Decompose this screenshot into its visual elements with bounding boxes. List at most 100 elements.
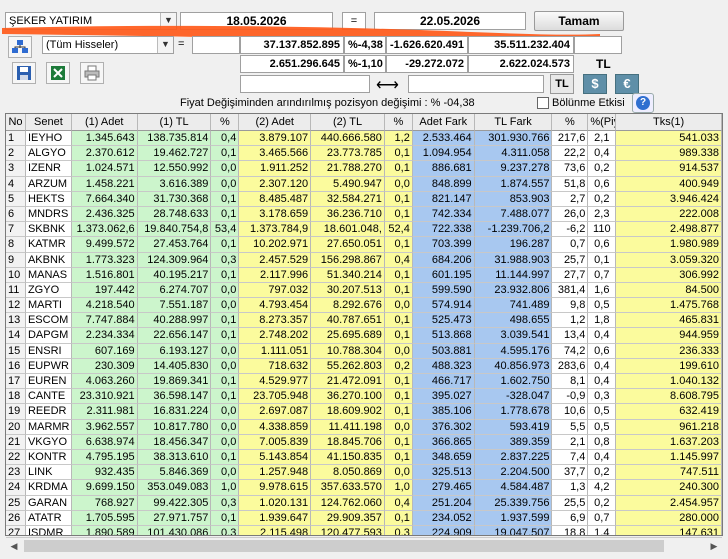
table-cell: 1.373.062,6 [71, 222, 138, 238]
table-cell: 0,4 [211, 131, 240, 147]
table-row[interactable]: 19 REEDR 2.311.981 16.831.224 0,0 2.697.087 18… [6, 404, 722, 420]
column-header[interactable]: (2) Adet [239, 114, 312, 131]
table-cell: 366.865 [412, 434, 475, 450]
currency-eur-button[interactable]: € [615, 74, 639, 94]
date-start-field[interactable]: 18.05.2026 [180, 12, 333, 30]
currency-usd-button[interactable]: $ [583, 74, 607, 94]
column-header[interactable]: (1) Adet [71, 114, 138, 131]
table-cell: 5 [6, 191, 26, 207]
column-header[interactable]: Senet [25, 114, 72, 131]
table-row[interactable]: 10 MANAS 1.516.801 40.195.217 0,1 2.117.996 51… [6, 267, 722, 283]
column-header[interactable]: % [384, 114, 413, 131]
account-select[interactable]: ŞEKER YATIRIM ▼ [5, 12, 177, 30]
stock-filter-select[interactable]: (Tüm Hisseler) ▼ [42, 36, 174, 54]
table-cell: 40.195.217 [137, 267, 212, 283]
column-header[interactable]: (1) TL [137, 114, 212, 131]
table-cell: 4.311.058 [474, 146, 553, 162]
scroll-thumb[interactable] [24, 540, 664, 552]
scroll-right-icon[interactable]: ▶ [710, 541, 718, 551]
table-row[interactable]: 5 HEKTS 7.664.340 31.730.368 0,1 8.485.487 32.… [6, 191, 722, 207]
table-row[interactable]: 18 CANTE 23.310.921 36.598.147 0,1 23.705.948… [6, 389, 722, 405]
table-cell: 1.111.051 [239, 343, 312, 359]
column-header[interactable]: %(Piy [588, 114, 617, 131]
column-header[interactable]: (2) TL [311, 114, 385, 131]
column-header[interactable]: No [6, 114, 26, 131]
table-cell: 99.422.305 [137, 495, 212, 511]
table-row[interactable]: 8 KATMR 9.499.572 27.453.764 0,1 10.202.971 27… [6, 237, 722, 253]
table-row[interactable]: 9 AKBNK 1.773.323 124.309.964 0,3 2.457.529 15… [6, 252, 722, 268]
table-row[interactable]: 14 DAPGM 2.234.334 22.656.147 0,1 2.748.202 25… [6, 328, 722, 344]
column-header[interactable]: Tks(1) [616, 114, 722, 131]
table-row[interactable]: 17 EUREN 4.063.260 19.869.341 0,1 4.529.977 21… [6, 374, 722, 390]
table-row[interactable]: 2 ALGYO 2.370.612 19.462.727 0,1 3.465.566 23.… [6, 146, 722, 162]
currency-tl-button[interactable]: TL [550, 74, 574, 94]
table-cell: 0,4 [588, 328, 617, 344]
column-header[interactable]: Adet Fark [412, 114, 475, 131]
table-cell: 2,1 [588, 131, 617, 147]
table-row[interactable]: 3 IZENR 1.024.571 12.550.992 0,0 1.911.252 21.… [6, 161, 722, 177]
table-cell: 5.846.369 [137, 465, 212, 481]
table-cell: 0,4 [384, 495, 413, 511]
table-cell: 3.039.541 [474, 328, 553, 344]
table-cell: 5,5 [552, 419, 589, 435]
blank-field-2 [574, 36, 622, 54]
table-cell: 0,6 [588, 176, 617, 192]
table-row[interactable]: 20 MARMR 3.962.557 10.817.780 0,0 4.338.859 11… [6, 419, 722, 435]
table-row[interactable]: 24 KRDMA 9.699.150 353.049.083 1,0 9.978.615 3… [6, 480, 722, 496]
table-cell: 6.274.707 [137, 282, 212, 299]
blank-field[interactable] [192, 36, 240, 54]
table-cell: 40.288.997 [137, 313, 212, 329]
column-header[interactable]: % [211, 114, 240, 131]
excel-icon[interactable] [46, 62, 70, 84]
column-header[interactable]: % [552, 114, 589, 131]
table-cell: VKGYO [25, 434, 72, 450]
stocks-icon[interactable] [8, 36, 32, 58]
table-cell: MARMR [25, 419, 72, 435]
date-end-field[interactable]: 22.05.2026 [374, 12, 526, 30]
table-row[interactable]: 1 IEYHO 1.345.643 138.735.814 0,4 3.879.107 44… [6, 131, 722, 147]
table-cell: 1.020.131 [239, 495, 312, 511]
table-cell: LINK [25, 465, 72, 481]
horizontal-scrollbar[interactable]: ◀ ▶ [6, 537, 722, 554]
column-header[interactable]: TL Fark [474, 114, 553, 131]
table-cell: 1.373.784,9 [239, 222, 312, 238]
table-row[interactable]: 7 SKBNK 1.373.062,6 19.840.754,8 53,4 1.373.7… [6, 222, 722, 238]
table-cell: 138.735.814 [137, 131, 212, 147]
table-row[interactable]: 22 KONTR 4.795.195 38.313.610 0,1 5.143.854 41… [6, 449, 722, 466]
table-row[interactable]: 6 MNDRS 2.436.325 28.748.633 0,1 3.178.659 36.… [6, 206, 722, 223]
table-row[interactable]: 27 ISDMR 1.890.589 101.430.086 0,3 2.115.498 1… [6, 525, 722, 535]
table-cell: 236.333 [616, 343, 722, 359]
range-start-field[interactable] [240, 75, 370, 93]
ok-button[interactable]: Tamam [534, 11, 624, 31]
table-cell: 4.338.859 [239, 419, 312, 435]
table-row[interactable]: 12 MARTI 4.218.540 7.551.187 0,0 4.793.454 8.2… [6, 298, 722, 314]
table-row[interactable]: 16 EUPWR 230.309 14.405.830 0,0 718.632 55.262… [6, 358, 722, 374]
table-row[interactable]: 23 LINK 932.435 5.846.369 0,0 1.257.948 8.050.… [6, 465, 722, 481]
table-cell: 36.598.147 [137, 389, 212, 405]
positions-table[interactable]: No Senet (1) Adet (1) TL% (2) Adet (2) TL% Ade… [5, 113, 723, 536]
chevron-down-icon[interactable]: ▼ [157, 37, 173, 53]
table-cell: DAPGM [25, 328, 72, 344]
print-icon[interactable] [80, 62, 104, 84]
table-row[interactable]: 15 ENSRI 607.169 6.193.127 0,0 1.111.051 10.78… [6, 343, 722, 359]
save-icon[interactable] [12, 62, 36, 84]
chevron-down-icon[interactable]: ▼ [160, 13, 176, 29]
table-row[interactable]: 13 ESCOM 7.747.884 40.288.997 0,1 8.273.357 40… [6, 313, 722, 329]
table-cell: 1.602.750 [474, 374, 553, 390]
table-cell: 353.049.083 [137, 480, 212, 496]
table-row[interactable]: 11 ZGYO 197.442 6.274.707 0,0 797.032 30.207.5… [6, 282, 722, 299]
table-cell: 0,1 [384, 267, 413, 283]
range-end-field[interactable] [408, 75, 544, 93]
table-row[interactable]: 21 VKGYO 6.638.974 18.456.347 0,0 7.005.839 18… [6, 434, 722, 450]
help-icon[interactable]: ? [632, 93, 654, 113]
table-cell: 9,8 [552, 298, 589, 314]
table-row[interactable]: 4 ARZUM 1.458.221 3.616.389 0,0 2.307.120 5.49… [6, 176, 722, 192]
table-body: 1 IEYHO 1.345.643 138.735.814 0,4 3.879.107 44… [6, 131, 722, 535]
sum1-fark: 35.511.232.404 [468, 36, 574, 54]
table-row[interactable]: 25 GARAN 768.927 99.422.305 0,3 1.020.131 124.… [6, 495, 722, 511]
table-row[interactable]: 26 ATATR 1.705.595 27.971.757 0,1 1.939.647 29… [6, 510, 722, 526]
table-cell: 599.590 [412, 282, 475, 299]
scroll-left-icon[interactable]: ◀ [10, 541, 18, 551]
bolunme-checkbox[interactable] [537, 97, 549, 109]
table-cell: 40.856.973 [474, 358, 553, 374]
